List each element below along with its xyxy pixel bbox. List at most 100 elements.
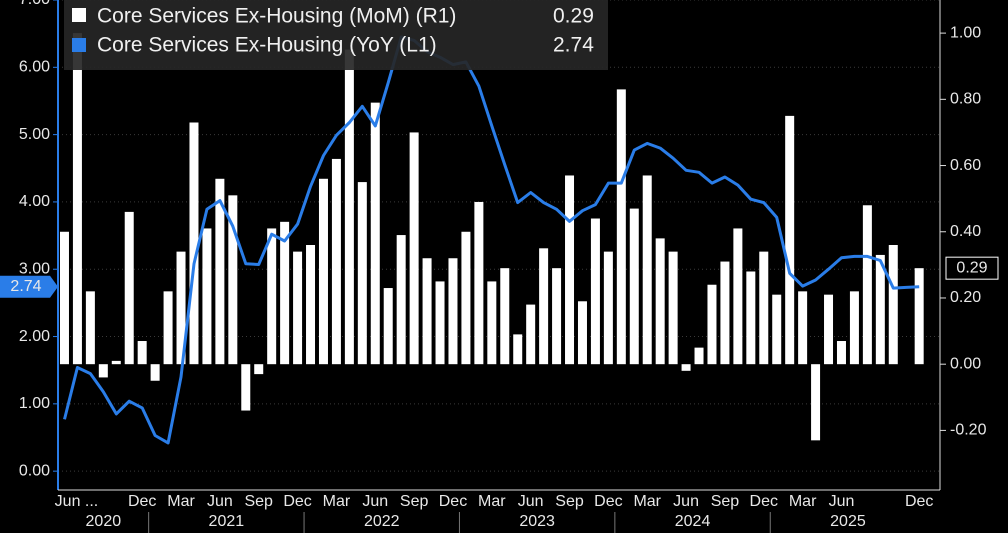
bar: [422, 258, 432, 365]
bar: [124, 211, 134, 365]
bar: [85, 291, 95, 365]
bar: [409, 132, 419, 365]
x-tick-label: Sep: [400, 493, 429, 510]
y-tick-label: 6.00: [19, 59, 50, 76]
x-tick-label: Mar: [323, 493, 351, 510]
bar: [280, 221, 290, 365]
bar: [150, 364, 160, 381]
x-tick-label: Mar: [167, 493, 195, 510]
last-value-label: 2.74: [10, 278, 41, 295]
x-tick-label: Dec: [750, 493, 778, 510]
y-tick-label: 2.00: [19, 328, 50, 345]
bar: [539, 248, 549, 365]
bar: [318, 178, 328, 365]
bar: [629, 208, 639, 365]
x-tick-label: Sep: [244, 493, 273, 510]
bar: [552, 268, 562, 365]
y-tick-label: 4.00: [19, 193, 50, 210]
line: [63, 35, 920, 445]
bar: [759, 251, 769, 365]
bar: [461, 231, 471, 365]
y2-tick-label: -0.20: [950, 422, 987, 439]
y2-tick-label: 0.20: [950, 289, 981, 306]
bar: [824, 294, 834, 365]
bar: [370, 102, 380, 365]
bar: [448, 258, 458, 365]
y-tick-label: 0.00: [19, 462, 50, 479]
legend-value: 2.74: [553, 34, 594, 57]
bar: [616, 89, 626, 365]
bar: [435, 281, 445, 365]
bar: [396, 235, 406, 365]
y2-tick-label: 0.60: [950, 157, 981, 174]
bar: [836, 341, 846, 365]
bar: [500, 268, 510, 365]
x-tick-label: Jun: [518, 493, 544, 510]
bar: [811, 364, 821, 441]
x-tick-label: Jun ...: [55, 493, 99, 510]
legend: Core Services Ex-Housing (MoM) (R1) 0.29…: [64, 0, 608, 70]
bar: [875, 254, 885, 365]
x-tick-label: Mar: [478, 493, 506, 510]
bar: [642, 175, 652, 365]
x-tick-label: Mar: [633, 493, 661, 510]
legend-swatch: [72, 38, 86, 52]
x-tick-label: Dec: [283, 493, 311, 510]
bar: [707, 284, 717, 365]
bar: [565, 175, 575, 365]
bar: [137, 341, 147, 365]
legend-label: Core Services Ex-Housing (MoM) (R1): [97, 5, 456, 28]
bar: [655, 238, 665, 365]
bar: [189, 122, 199, 365]
y-tick-label: 1.00: [19, 395, 50, 412]
bar: [344, 49, 354, 365]
y-tick-label: 3.00: [19, 260, 50, 277]
bar: [72, 33, 82, 365]
year-label: 2021: [209, 513, 245, 530]
y-tick-label: 7.00: [19, 0, 50, 8]
bar: [720, 261, 730, 365]
bar: [98, 364, 108, 378]
x-tick-label: Dec: [905, 493, 933, 510]
bar: [746, 271, 756, 365]
last-value-tag: [0, 275, 58, 298]
y2-tick-label: 1.00: [950, 24, 981, 41]
bar: [590, 218, 600, 365]
bar: [254, 364, 264, 375]
bar: [241, 364, 251, 411]
bar: [306, 245, 316, 365]
bar: [733, 228, 743, 365]
bar: [668, 251, 678, 365]
y2-tick-label: 0.40: [950, 223, 981, 240]
bar: [293, 251, 303, 365]
bar: [111, 360, 121, 365]
x-tick-label: Sep: [711, 493, 740, 510]
bar: [888, 245, 898, 365]
bar: [59, 231, 69, 365]
bar: [331, 158, 341, 365]
last-value-tag: [945, 256, 999, 280]
year-label: 2022: [364, 513, 400, 530]
legend-swatch: [72, 8, 86, 22]
bar: [772, 294, 782, 365]
x-tick-label: Dec: [594, 493, 622, 510]
bar: [215, 178, 225, 365]
legend-label: Core Services Ex-Housing (YoY (L1): [97, 34, 437, 57]
x-tick-label: Mar: [789, 493, 817, 510]
bar: [862, 205, 872, 365]
year-label: 2025: [830, 513, 866, 530]
bar: [487, 281, 497, 365]
x-tick-label: Dec: [439, 493, 467, 510]
bar: [785, 115, 795, 365]
x-tick-label: Jun: [362, 493, 388, 510]
bar: [383, 288, 393, 365]
bar: [694, 347, 704, 365]
bar: [176, 251, 186, 365]
year-label: 2024: [675, 513, 711, 530]
y2-tick-label: 0.80: [950, 91, 981, 108]
year-label: 2023: [519, 513, 555, 530]
y-tick-label: 5.00: [19, 126, 50, 143]
